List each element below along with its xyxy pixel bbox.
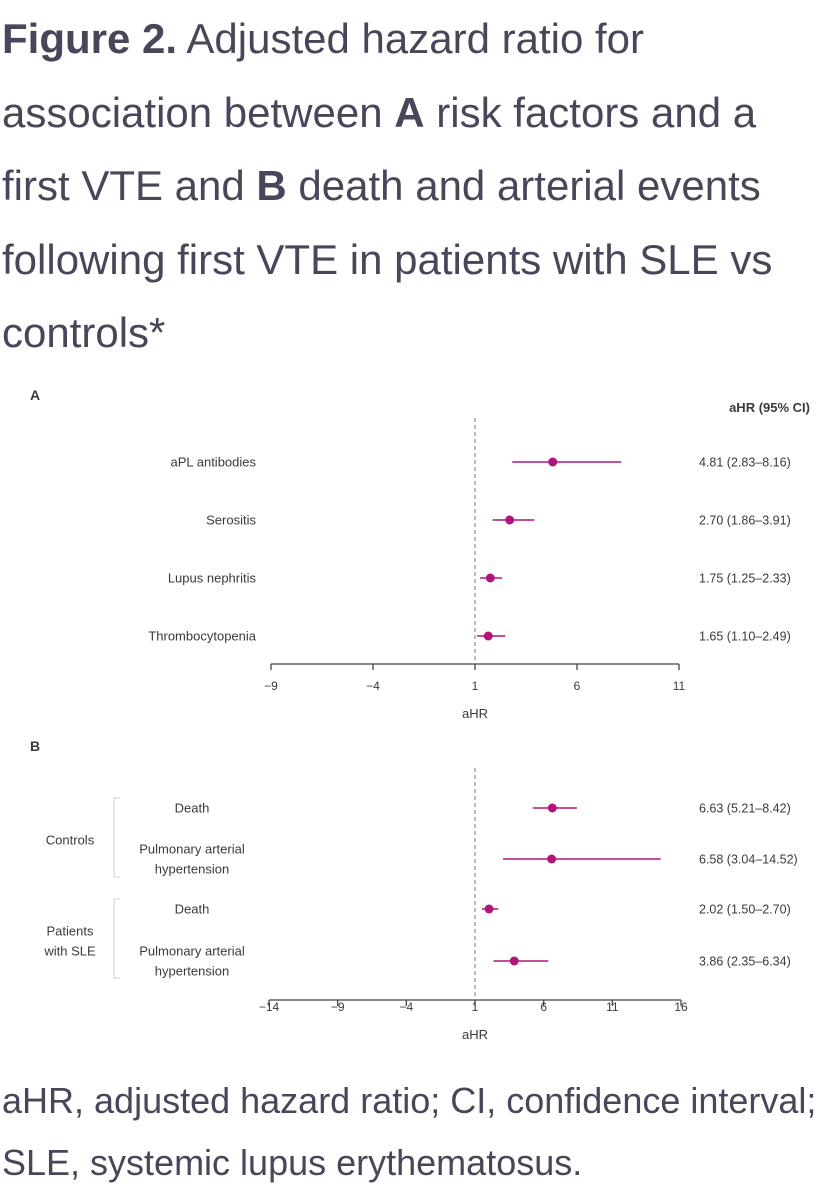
panel-a-x-tick-label: 6 (574, 679, 581, 693)
panel-a-row-label: aPL antibodies (170, 455, 256, 470)
panel-b-x-tick-label: −14 (259, 1000, 280, 1014)
forest-panel-a: A aHR (95% CI) −9 −4 1 6 11 aHR aPL antibodies… (30, 387, 810, 721)
panel-a-ci-value: 1.65 (1.10–2.49) (699, 630, 791, 644)
panel-b-group-bracket (113, 797, 120, 878)
ci-column-header: aHR (95% CI) (729, 400, 810, 415)
panel-a-x-tick-label: −4 (366, 679, 380, 693)
panel-b-row-label: Death (175, 902, 210, 917)
figure-title-part-2: risk factors and a first VTE and (2, 88, 757, 210)
panel-b-x-axis-title: aHR (462, 1027, 488, 1042)
panel-a-point-estimate (548, 457, 558, 467)
panel-b-ci-value: 3.86 (2.35–6.34) (699, 955, 791, 969)
panel-b-x-tick-label: 11 (606, 1000, 619, 1014)
panel-b-x-tick-label: 16 (674, 1000, 688, 1014)
panel-a-letter: A (30, 387, 40, 403)
panel-b-letter: B (30, 738, 40, 754)
panel-a-x-axis-title: aHR (462, 706, 488, 721)
figure-title-part-3: death and arterial events following firs… (2, 162, 773, 356)
panel-b-point-estimate (547, 854, 557, 864)
panel-a-point-estimate (505, 515, 515, 525)
panel-a-x-tick-label: 1 (472, 679, 479, 693)
panel-a-ci-value: 1.75 (1.25–2.33) (699, 572, 791, 586)
panel-b-ci-value: 6.58 (3.04–14.52) (699, 853, 798, 867)
figure-title-part-1: Adjusted hazard ratio for association be… (2, 15, 644, 136)
panel-a-x-tick-label: 11 (673, 679, 686, 693)
panel-a-ci-value: 2.70 (1.86–3.91) (699, 514, 791, 528)
panel-b-point-estimate (509, 956, 519, 966)
panel-b-row-label: hypertension (155, 862, 229, 877)
figure-letter-a: A (394, 88, 425, 136)
panel-b-x-tick-label: 6 (540, 1000, 547, 1014)
panel-b-row-label: Pulmonary arterial (139, 842, 245, 857)
panel-b-group-bracket (113, 898, 120, 979)
panel-b-point-estimate (484, 904, 494, 914)
panel-a-row-label: Serositis (206, 513, 256, 528)
panel-a-point-estimate (485, 573, 495, 583)
panel-a-x-tick-label: −9 (264, 679, 278, 693)
figure-caption: aHR, adjusted hazard ratio; CI, confiden… (2, 1080, 817, 1183)
panel-b-x-tick-label: −9 (331, 1000, 345, 1014)
panel-b-ci-value: 6.63 (5.21–8.42) (699, 802, 791, 816)
panel-b-row-label: hypertension (155, 964, 229, 979)
panel-a-row-label: Thrombocytopenia (148, 629, 256, 644)
panel-b-x-tick-label: 1 (472, 1000, 479, 1014)
panel-b-row-label: Death (175, 801, 210, 816)
panel-a-row-label: Lupus nephritis (168, 571, 257, 586)
figure-label: Figure 2. (2, 15, 178, 62)
panel-a-ci-value: 4.81 (2.83–8.16) (699, 456, 791, 470)
panel-b-x-tick-label: −4 (399, 1000, 413, 1014)
panel-b-group-label: Controls (46, 833, 95, 848)
figure-letter-b: B (256, 162, 287, 209)
panel-b-row-label: Pulmonary arterial (139, 944, 245, 959)
panel-a-point-estimate (483, 631, 493, 641)
panel-b-group-label: with SLE (43, 944, 96, 959)
figure-heading: Figure 2. Adjusted hazard ratio for asso… (2, 2, 833, 370)
panel-b-ci-value: 2.02 (1.50–2.70) (699, 903, 791, 917)
panel-b-point-estimate (547, 803, 557, 813)
panel-b-group-label: Patients (47, 924, 94, 939)
